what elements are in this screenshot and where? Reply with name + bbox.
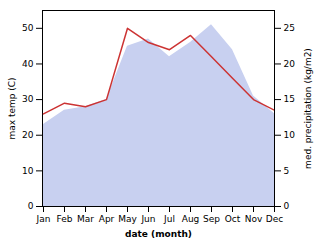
svg-text:5: 5 [284,166,290,176]
svg-text:Mar: Mar [77,214,94,224]
svg-text:15: 15 [284,94,295,104]
svg-text:Sep: Sep [203,214,220,224]
svg-text:Oct: Oct [225,214,241,224]
svg-text:Dec: Dec [266,214,283,224]
svg-text:med. precipitation (kg/m2): med. precipitation (kg/m2) [303,48,313,169]
svg-text:date (month): date (month) [125,229,192,239]
svg-text:May: May [118,214,137,224]
svg-text:10: 10 [22,166,34,176]
svg-text:10: 10 [284,130,296,140]
svg-text:Jul: Jul [163,214,175,224]
svg-text:Feb: Feb [57,214,73,224]
svg-text:20: 20 [284,59,296,69]
svg-text:Jun: Jun [140,214,155,224]
svg-text:50: 50 [22,23,34,33]
svg-text:Aug: Aug [182,214,200,224]
svg-text:30: 30 [22,94,34,104]
svg-text:Jan: Jan [36,214,51,224]
svg-text:max temp (C): max temp (C) [7,77,17,139]
svg-text:40: 40 [22,59,34,69]
svg-text:0: 0 [28,201,34,211]
svg-text:Nov: Nov [245,214,263,224]
svg-text:25: 25 [284,23,295,33]
svg-text:Apr: Apr [99,214,115,224]
svg-text:0: 0 [284,201,290,211]
svg-text:20: 20 [22,130,34,140]
